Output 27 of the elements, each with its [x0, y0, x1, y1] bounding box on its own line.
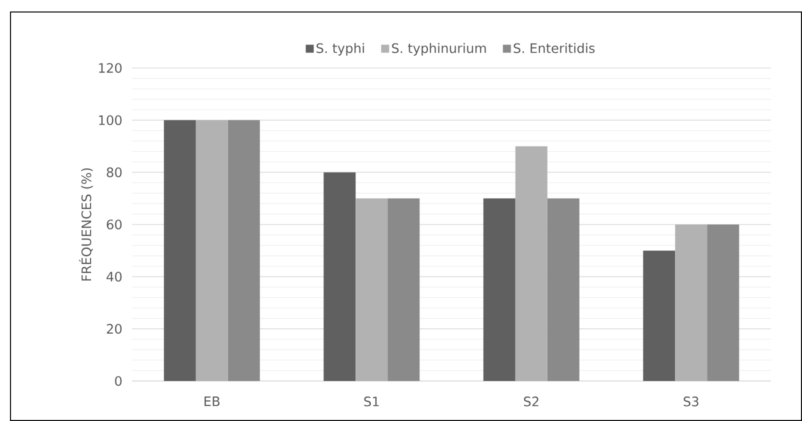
bar [547, 198, 580, 381]
y-axis-title: FRÉQUENCES (%) [79, 168, 93, 281]
bar [515, 146, 548, 381]
bar [643, 250, 676, 381]
y-tick-label: 120 [99, 63, 122, 73]
bar [164, 120, 196, 381]
legend-label: S. typhinurium [392, 43, 486, 56]
y-tick-label: 80 [106, 167, 122, 178]
x-tick-label: S3 [684, 396, 698, 406]
bar [483, 198, 516, 381]
bar [196, 120, 228, 381]
bar [675, 224, 708, 381]
y-tick-label: 100 [99, 115, 122, 126]
bar [707, 224, 740, 381]
bar [388, 198, 420, 381]
bar [356, 198, 388, 381]
y-tick-label: 0 [115, 376, 122, 386]
x-tick-label: S1 [364, 396, 379, 406]
legend-label: S. Enteritidis [514, 43, 595, 54]
x-tick-label: S2 [524, 396, 538, 406]
x-tick-label: EB [204, 396, 220, 406]
bar [228, 120, 260, 381]
y-tick-label: 20 [106, 324, 122, 334]
y-tick-label: 60 [106, 220, 122, 230]
y-tick-label: 40 [106, 272, 122, 282]
bar [324, 172, 356, 381]
legend-label: S. typhi [316, 43, 364, 56]
